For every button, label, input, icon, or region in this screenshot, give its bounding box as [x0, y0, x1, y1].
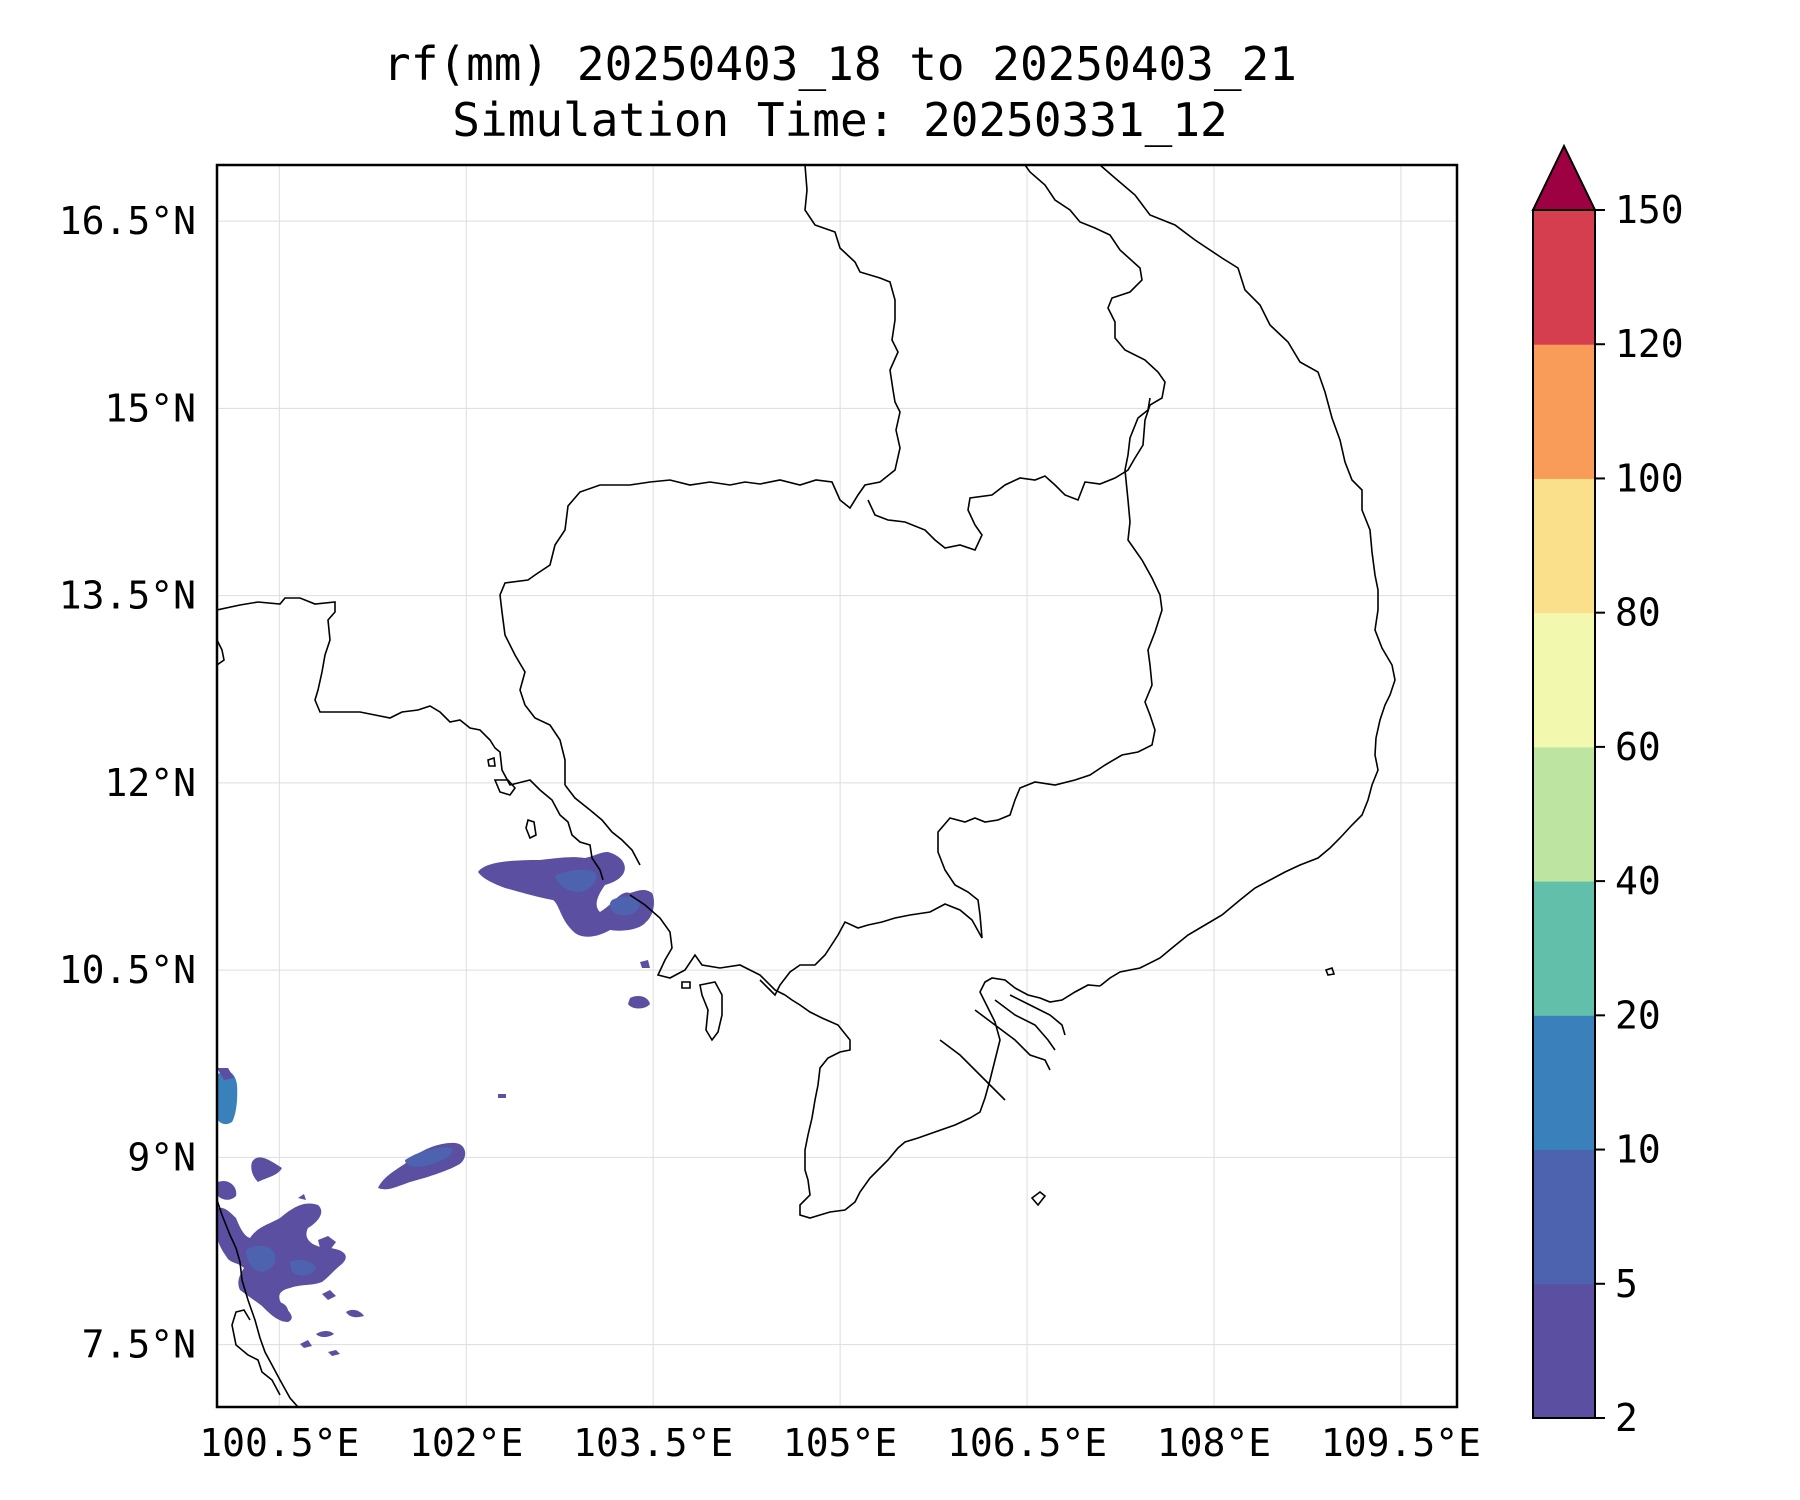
colorbar-tick-label: 5	[1615, 1262, 1638, 1306]
map-frame	[215, 163, 1459, 1409]
colorbar-segment	[1533, 1015, 1595, 1151]
coastlines-borders	[217, 165, 1396, 1407]
rain-area-malay-blob-6	[322, 1290, 336, 1300]
coast-malay-peninsula-2	[217, 639, 225, 666]
colorbar-tick-label: 120	[1615, 322, 1684, 366]
border-thailand-cambodia	[564, 784, 641, 866]
rain-area-malay-coast-west	[217, 1071, 238, 1125]
colorbar-tick-label: 100	[1615, 456, 1684, 500]
lat-tick-label: 12°N	[104, 761, 196, 805]
island-koh-chang	[525, 818, 537, 840]
border-cambodia-vietnam	[759, 397, 1163, 997]
lon-tick-label: 108°E	[1157, 1421, 1271, 1465]
colorbar-tick-label: 80	[1615, 591, 1661, 635]
colorbar-segment	[1533, 746, 1595, 882]
border-laos-vietnam	[867, 165, 1166, 551]
lat-tick-label: 13.5°N	[59, 574, 196, 618]
colorbar-segment	[1533, 612, 1595, 748]
lon-tick-label: 103.5°E	[573, 1421, 733, 1465]
title-line-1: rf(mm) 20250403_18 to 20250403_21	[383, 37, 1297, 91]
colorbar-segment	[1533, 1283, 1595, 1419]
colorbar-tick-label: 10	[1615, 1128, 1661, 1172]
rain-area-malay-blob-2	[218, 1180, 237, 1200]
map-panel	[217, 165, 1457, 1407]
lat-tick-label: 7.5°N	[82, 1323, 196, 1367]
island-phu-quy	[1324, 966, 1336, 976]
rain-area-malay-blob-3	[318, 1236, 336, 1250]
lon-tick-label: 102°E	[409, 1421, 523, 1465]
island-con-dao	[1030, 1190, 1047, 1207]
rain-area-gulf-small-1	[628, 996, 650, 1009]
colorbar-segment	[1533, 1149, 1595, 1285]
lon-tick-label: 105°E	[783, 1421, 897, 1465]
colorbar-tick-label: 60	[1615, 725, 1661, 769]
rain-area-malay-blob-5	[270, 1302, 288, 1314]
colorbar-segment	[1533, 881, 1595, 1016]
island-small-1	[681, 981, 691, 989]
colorbar-extend-triangle	[1531, 143, 1597, 211]
border-laos-thailand	[499, 165, 901, 785]
coast-malay-peninsula	[217, 1199, 299, 1407]
rain-area-malay-coast-south	[217, 1203, 346, 1322]
rain-area-malay-blob-10	[328, 1350, 340, 1356]
delta-inlet-3	[994, 999, 1056, 1051]
coast-vietnam-east	[1099, 165, 1396, 987]
colorbar-tick-label: 2	[1615, 1396, 1638, 1440]
colorbar-frame	[1532, 209, 1596, 1419]
coast-thailand-sw	[231, 1309, 281, 1396]
rain-area-gulf-thailand-north	[478, 852, 654, 937]
lon-tick-label: 109.5°E	[1321, 1421, 1481, 1465]
colorbar-segment	[1533, 210, 1595, 345]
lon-tick-label: 100.5°E	[199, 1421, 359, 1465]
rain-area-malay-blob-8	[316, 1331, 334, 1337]
lat-tick-label: 15°N	[104, 386, 196, 430]
delta-inlet-4	[1009, 994, 1066, 1036]
rain-area-gulf-thailand-west-inner	[405, 1147, 453, 1167]
lat-tick-label: 9°N	[127, 1135, 196, 1179]
rain-area-gulf-small-2	[640, 960, 650, 968]
colorbar-segment	[1533, 478, 1595, 614]
title-line-2: Simulation Time: 20250331_12	[452, 93, 1228, 147]
coast-thailand-gulf	[217, 597, 604, 881]
lat-tick-label: 16.5°N	[59, 199, 196, 243]
rain-area-malay-coast-west-outer	[217, 1068, 234, 1080]
rain-area-malay-blob-9	[300, 1340, 312, 1348]
rain-area-malay-blob-4	[298, 1194, 306, 1200]
island-koh-kong	[493, 779, 517, 796]
rain-area-malay-coast-south-inner-2	[290, 1260, 316, 1276]
colorbar: 2 5 10 20 40 60 80 100 120 150	[1531, 143, 1684, 1440]
map-title: rf(mm) 20250403_18 to 20250403_21 Simula…	[0, 36, 1680, 148]
longitude-tick-labels: 100.5°E 102°E 103.5°E 105°E 106.5°E 108°E 109.…	[199, 1421, 1481, 1465]
coast-mekong-delta	[784, 977, 1101, 1219]
island-phu-quoc	[699, 981, 723, 1042]
rain-area-gulf-thailand-inner	[555, 869, 597, 892]
coast-cambodia	[629, 894, 786, 996]
rain-area-gulf-thailand-inner-2	[609, 896, 640, 916]
island-small-2	[487, 756, 496, 767]
colorbar-tick-label: 150	[1615, 188, 1684, 232]
colorbar-segment	[1533, 344, 1595, 479]
rain-area-malay-blob-1	[251, 1157, 282, 1182]
lat-tick-label: 10.5°N	[59, 948, 196, 992]
rain-area-malay-blob-7	[346, 1309, 364, 1318]
latitude-tick-labels: 16.5°N 15°N 13.5°N 12°N 10.5°N 9°N 7.5°N	[59, 199, 196, 1366]
colorbar-tick-label: 40	[1615, 859, 1661, 903]
colorbar-tick-label: 20	[1615, 993, 1661, 1037]
lon-tick-label: 106.5°E	[947, 1421, 1107, 1465]
rain-area-malay-coast-south-inner	[246, 1245, 276, 1272]
rain-layer	[217, 852, 654, 1356]
rain-area-gulf-dot	[498, 1094, 506, 1098]
delta-inlet-2	[974, 1009, 1051, 1071]
delta-inlet-1	[939, 1039, 1006, 1101]
